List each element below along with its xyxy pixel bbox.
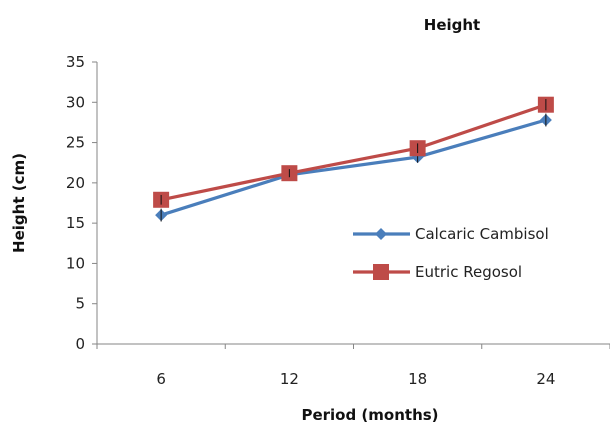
y-tick-label: 35 (66, 53, 85, 71)
x-axis-title: Period (months) (301, 406, 438, 424)
x-tick-label: 24 (536, 370, 555, 388)
x-tick-label: 12 (280, 370, 299, 388)
series-eutric-regosol (153, 96, 554, 208)
legend-marker (375, 228, 387, 240)
y-tick-label: 10 (66, 254, 85, 272)
y-tick-label: 5 (75, 295, 85, 313)
x-tick-label: 6 (156, 370, 166, 388)
legend-label: Eutric Regosol (415, 263, 522, 281)
legend-marker (373, 264, 389, 280)
y-tick-label: 25 (66, 134, 85, 152)
series-calcaric-cambisol (155, 113, 552, 222)
legend-item: Eutric Regosol (353, 263, 522, 281)
series-line (160, 118, 547, 217)
x-tick-label: 18 (408, 370, 427, 388)
y-axis-title: Height (cm) (10, 153, 28, 253)
x-axis-ticks: 6 12 18 24 (96, 344, 610, 388)
series-line (160, 103, 547, 202)
chart-title: Height (424, 16, 480, 34)
y-tick-label: 20 (66, 174, 85, 192)
legend-label: Calcaric Cambisol (415, 225, 549, 243)
y-tick-label: 0 (75, 335, 85, 353)
y-axis-ticks: 0 5 10 15 20 25 30 35 (66, 53, 97, 353)
y-tick-label: 15 (66, 214, 85, 232)
legend-item: Calcaric Cambisol (353, 225, 549, 243)
y-tick-label: 30 (66, 93, 85, 111)
legend: Calcaric Cambisol Eutric Regosol (353, 225, 549, 281)
series-layer (153, 96, 554, 222)
